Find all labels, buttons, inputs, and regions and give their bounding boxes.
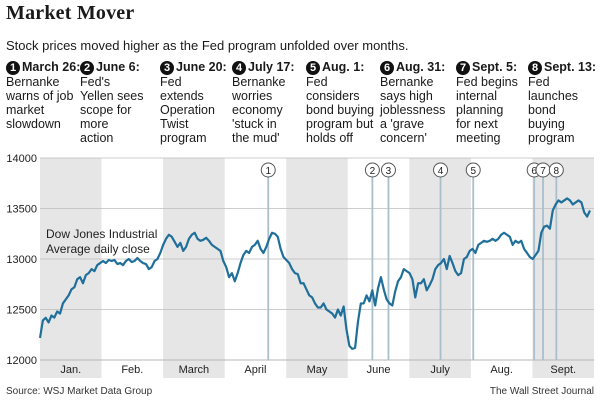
- event-8-date: Sept. 13:: [544, 60, 597, 74]
- event-7-text: Fed begins internal planning for next me…: [456, 75, 518, 145]
- x-tick-label: May: [307, 364, 328, 376]
- event-3: 3 June 20: Fed extends Operation Twist pr…: [160, 60, 240, 145]
- event-8: 8 Sept. 13: Fed launches bond buying prog…: [528, 60, 600, 145]
- event-8-number: 8: [528, 61, 542, 75]
- event-marker-label-1: 1: [265, 166, 271, 177]
- dow-jones-series-line: [38, 197, 591, 350]
- event-1-number: 1: [6, 61, 20, 75]
- credit-note: The Wall Street Journal: [489, 386, 594, 397]
- series-annotation: Dow Jones Industrial Average daily close: [46, 227, 157, 256]
- event-marker-label-3: 3: [386, 166, 392, 177]
- event-marker-circle-5: [465, 162, 481, 178]
- event-1: 1 March 26: Bernanke warns of job market …: [6, 60, 86, 131]
- event-2-text: Fed's Yellen sees scope for more action: [80, 75, 144, 145]
- event-6-date: Aug. 31:: [396, 60, 446, 74]
- x-tick-label: Feb.: [121, 364, 143, 376]
- y-tick-label: 12500: [6, 305, 37, 317]
- x-tick-label: March: [179, 364, 210, 376]
- event-6: 6 Aug. 31: Bernanke says high joblessness…: [380, 60, 460, 145]
- event-marker-circle-3: [380, 162, 396, 178]
- y-tick-label: 12000: [6, 355, 37, 367]
- x-tick-label: July: [430, 364, 450, 376]
- event-4-text: Bernanke worries economy 'stuck in the m…: [232, 75, 286, 145]
- event-marker-label-2: 2: [370, 166, 376, 177]
- event-6-text: Bernanke says high joblessness a 'grave …: [380, 75, 446, 145]
- event-3-number: 3: [160, 61, 174, 75]
- x-tick-label: June: [367, 364, 391, 376]
- x-tick-label: Jan.: [60, 364, 81, 376]
- x-tick-label: Sept.: [550, 364, 576, 376]
- event-marker-circle-4: [433, 162, 449, 178]
- x-tick-label: Aug.: [490, 364, 513, 376]
- y-tick-label: 14000: [6, 153, 37, 165]
- event-marker-circle-2: [364, 162, 380, 178]
- event-marker-label-5: 5: [470, 166, 476, 177]
- event-marker-label-6: 6: [531, 166, 537, 177]
- chart-subtitle: Stock prices moved higher as the Fed pro…: [6, 38, 409, 53]
- month-band-0: [40, 158, 102, 378]
- event-5-date: Aug. 1:: [322, 60, 365, 74]
- event-6-number: 6: [380, 61, 394, 75]
- event-marker-circle-1: [260, 162, 276, 178]
- event-1-text: Bernanke warns of job market slowdown: [6, 75, 74, 131]
- series-annotation-line: Dow Jones Industrial: [46, 227, 157, 241]
- dow-jones-line-chart: 12000 12500 13000 13500 14000 Jan. Feb. March Ap…: [6, 153, 594, 378]
- event-5-text: Fed considers bond buying program but ho…: [306, 75, 375, 145]
- event-marker-circle-8: [548, 162, 564, 178]
- chart-title: Market Mover: [6, 2, 135, 24]
- event-marker-label-8: 8: [554, 166, 560, 177]
- event-7: 7 Sept. 5: Fed begins internal planning f…: [456, 60, 536, 145]
- event-list: 1 March 26: Bernanke warns of job market …: [0, 60, 600, 150]
- y-tick-label: 13500: [6, 204, 37, 216]
- event-4-date: July 17:: [248, 60, 295, 74]
- event-3-text: Fed extends Operation Twist program: [160, 75, 215, 145]
- event-5-number: 5: [306, 61, 320, 75]
- event-2: 2 June 6: Fed's Yellen sees scope for mor…: [80, 60, 160, 145]
- month-band-4: [286, 158, 348, 378]
- x-tick-label: April: [244, 364, 266, 376]
- event-2-date: June 6:: [96, 60, 140, 74]
- event-8-text: Fed launches bond buying program: [528, 75, 579, 145]
- month-band-8: [532, 158, 594, 378]
- event-marker-label-7: 7: [540, 166, 546, 177]
- event-3-date: June 20:: [176, 60, 227, 74]
- event-marker-label-4: 4: [438, 166, 444, 177]
- event-7-date: Sept. 5:: [472, 60, 518, 74]
- event-5: 5 Aug. 1: Fed considers bond buying progr…: [306, 60, 386, 145]
- event-4-number: 4: [232, 61, 246, 75]
- event-7-number: 7: [456, 61, 470, 75]
- event-2-number: 2: [80, 61, 94, 75]
- y-tick-label: 13000: [6, 254, 37, 266]
- series-annotation-line: Average daily close: [46, 242, 150, 256]
- event-4: 4 July 17: Bernanke worries economy 'stuc…: [232, 60, 312, 145]
- event-1-date: March 26:: [22, 60, 81, 74]
- month-band-2: [163, 158, 225, 378]
- source-note: Source: WSJ Market Data Group: [6, 386, 153, 397]
